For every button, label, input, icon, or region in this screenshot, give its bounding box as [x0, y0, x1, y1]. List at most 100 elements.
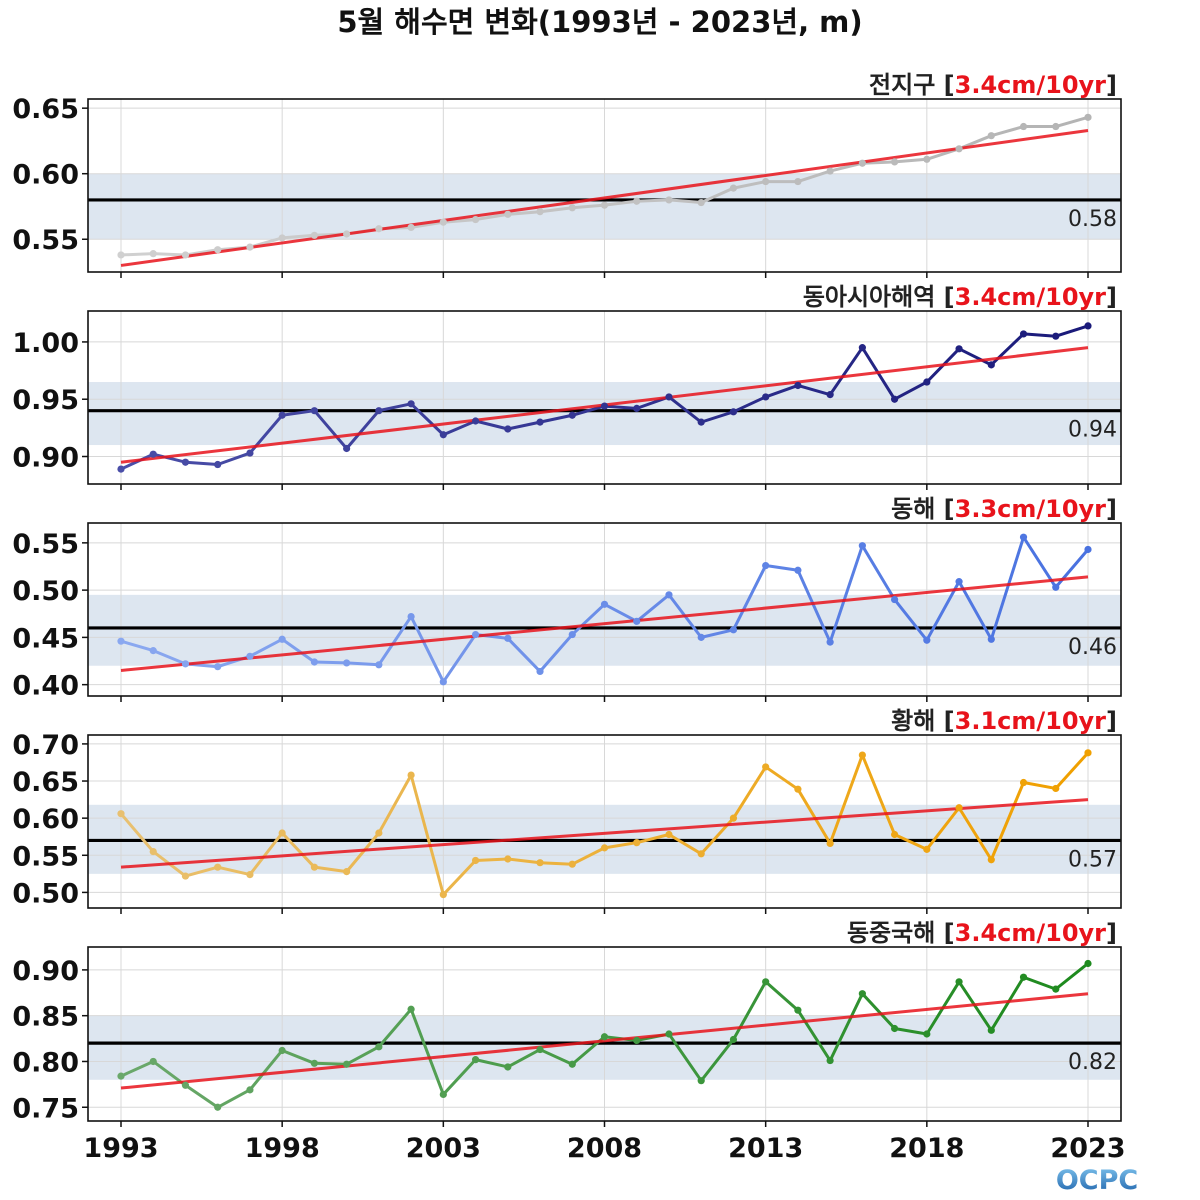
- series-segment: [441, 419, 478, 437]
- ocpc-logo: OCPC: [1052, 1162, 1142, 1196]
- y-tick-label: 0.85: [12, 1002, 79, 1033]
- data-point: [117, 637, 125, 645]
- data-point: [633, 404, 641, 412]
- series-segment: [893, 157, 929, 164]
- y-tick-label: 0.75: [12, 1093, 79, 1124]
- trend-line: [120, 992, 1089, 1090]
- series-segment: [506, 857, 542, 865]
- data-point: [246, 652, 254, 660]
- series-segment: [312, 409, 349, 450]
- mean-label: 0.94: [1068, 418, 1117, 443]
- series-segment: [248, 831, 284, 877]
- series-segment: [409, 220, 445, 229]
- data-point: [536, 418, 544, 426]
- series-segment: [731, 395, 768, 414]
- series-segment: [409, 615, 445, 684]
- series-segment: [603, 199, 639, 207]
- data-point: [987, 635, 995, 643]
- series-segment: [731, 564, 768, 632]
- data-point: [1052, 784, 1060, 793]
- data-point: [117, 251, 125, 259]
- panel-header: 동중국해 [3.4cm/10yr]: [847, 919, 1117, 947]
- series-segment: [377, 1007, 413, 1049]
- data-point: [762, 978, 770, 986]
- series-segment: [667, 1032, 703, 1083]
- data-point: [826, 839, 834, 848]
- trend-line: [120, 798, 1089, 869]
- series-segment: [151, 649, 187, 666]
- series-segment: [280, 1048, 316, 1065]
- series-segment: [409, 402, 445, 437]
- data-point: [407, 400, 415, 408]
- data-point: [633, 197, 641, 205]
- data-point: [1052, 332, 1060, 340]
- series-segment: [989, 781, 1026, 862]
- y-tick-label: 0.65: [12, 767, 79, 798]
- data-point: [407, 223, 415, 232]
- series-segment: [441, 633, 478, 684]
- x-axis: 1993 1998 2003 2008 2013 2018 2023: [83, 1133, 1125, 1164]
- data-point: [214, 863, 222, 871]
- panel-1: 0.55 0.60 0.65 0.58 전지구 [3.4cm/10yr]: [12, 71, 1122, 278]
- data-point: [1084, 749, 1092, 757]
- series-segment: [183, 460, 220, 467]
- data-point: [117, 1072, 125, 1080]
- data-point: [762, 763, 770, 771]
- svg-text:OCPC: OCPC: [1056, 1165, 1138, 1196]
- data-point: [891, 595, 899, 604]
- series-segment: [248, 637, 284, 658]
- series-segment: [764, 383, 800, 399]
- data-point: [1052, 122, 1060, 131]
- data-point: [278, 635, 286, 643]
- data-point: [955, 978, 963, 986]
- panel-header: 황해 [3.1cm/10yr]: [891, 707, 1117, 735]
- data-point: [987, 361, 995, 369]
- data-point: [762, 177, 770, 186]
- series-segment: [506, 210, 542, 216]
- series-segment: [699, 186, 735, 205]
- series-segment: [345, 1045, 381, 1066]
- series-segment: [989, 975, 1026, 1032]
- panel-frame: [87, 522, 1122, 697]
- series-segment: [345, 831, 381, 874]
- data-point: [762, 561, 770, 570]
- series-segment: [506, 420, 542, 431]
- data-point: [375, 225, 383, 233]
- data-point: [923, 155, 931, 163]
- data-point: [181, 458, 190, 466]
- data-point: [375, 661, 383, 669]
- series-segment: [441, 1058, 478, 1096]
- data-point: [665, 830, 673, 839]
- data-point: [471, 630, 480, 639]
- series-segment: [474, 1058, 510, 1069]
- trend-line: [120, 128, 1089, 267]
- series-segment: [248, 1048, 284, 1092]
- data-point: [504, 210, 512, 218]
- data-point: [955, 345, 963, 353]
- y-tick-label: 0.90: [12, 443, 79, 474]
- data-point: [600, 402, 609, 410]
- mean-label: 0.57: [1068, 847, 1117, 872]
- series-segment: [957, 580, 993, 641]
- x-tick-label: 2013: [728, 1133, 803, 1164]
- series-segment: [1022, 975, 1058, 991]
- data-point: [987, 1026, 995, 1034]
- series-segment: [699, 410, 735, 424]
- data-point: [1052, 985, 1060, 993]
- data-point: [343, 868, 351, 876]
- data-point: [214, 246, 222, 254]
- series-segment: [570, 404, 606, 417]
- data-point: [987, 856, 995, 864]
- panels-group: 0.55 0.60 0.65 0.58 전지구 [3.4cm/10yr] 0.90 0.95…: [12, 71, 1122, 1127]
- data-point: [826, 167, 834, 175]
- data-point: [633, 617, 641, 625]
- series-segment: [893, 832, 929, 851]
- series-segment: [570, 203, 606, 210]
- series-segment: [538, 861, 574, 866]
- data-point: [536, 1045, 544, 1054]
- y-tick-label: 0.65: [12, 94, 79, 125]
- mean-label: 0.82: [1068, 1050, 1117, 1075]
- panel-frame: [87, 734, 1122, 909]
- panel-4: 0.50 0.55 0.60 0.65 0.70 0.57 황해 [3.1cm/10yr]: [12, 707, 1122, 914]
